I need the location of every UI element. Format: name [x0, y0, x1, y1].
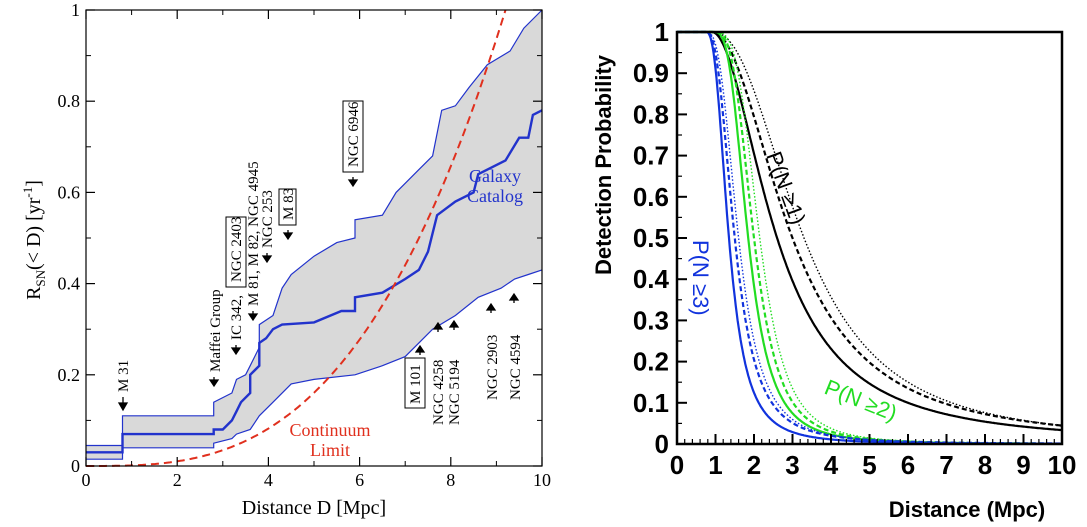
left-x-tick-label: 2 [173, 470, 182, 490]
right-plot-frame [675, 30, 1064, 446]
detection-curve-3-dotted [677, 31, 1062, 445]
right-y-tick-label: 0 [655, 429, 669, 459]
left-y-tick-label: 0.2 [58, 365, 81, 385]
continuum-limit-label-line1: Continuum [289, 420, 370, 440]
continuum-limit-line [86, 9, 507, 467]
left-y-tick-label: 0.4 [58, 274, 81, 294]
label-p-n-ge-3: P(N ≥3) [688, 240, 713, 316]
label-p-n-ge-1: P(N ≥1) [761, 148, 810, 228]
annotation-m31: M 31 [116, 360, 132, 392]
detection-curve-2-dashed [677, 30, 1062, 445]
left-x-axis-label: Distance D [Mpc] [242, 497, 386, 519]
right-y-tick-label: 0.3 [633, 305, 669, 335]
right-x-tick-label: 2 [747, 450, 761, 480]
annotation-m81-m82-ngc4945: M 81, M 82, NGC 4945 [246, 161, 262, 306]
annotation-ngc2403-box [225, 216, 247, 288]
right-y-tick-label: 0.9 [633, 58, 669, 88]
right-chart: 0 1 2 3 4 5 6 7 8 9 1000.10.20.30.40.50.60.70.80.9… [591, 17, 1076, 522]
right-x-tick-label: 0 [670, 450, 684, 480]
right-y-axis-label: Detection Probability [591, 54, 616, 275]
right-y-tick-label: 0.8 [633, 99, 669, 129]
right-x-tick-label: 3 [785, 450, 799, 480]
annotation-ngc5194: NGC 5194 [447, 359, 463, 425]
detection-curve-2-solid [677, 30, 1062, 445]
left-y-axis-label: RSN(< D) [yr-1] [20, 180, 48, 300]
annotation-arrows [117, 177, 520, 412]
left-x-tick-label: 10 [533, 470, 551, 490]
annotation-ngc6946-box [342, 100, 364, 173]
right-y-tick-label: 0.1 [633, 388, 669, 418]
right-axis-ticks: 0 1 2 3 4 5 6 7 8 9 1000.10.20.30.40.50.60.70.80.9… [633, 17, 1077, 480]
right-y-tick-label: 0.6 [633, 182, 669, 212]
right-x-tick-label: 4 [824, 450, 839, 480]
right-x-tick-label: 5 [862, 450, 876, 480]
annotation-maffei-group: Maffei Group [208, 289, 224, 372]
right-y-tick-label: 0.5 [633, 223, 669, 253]
left-y-tick-label: 0.8 [58, 91, 81, 111]
left-y-tick-label: 1 [71, 0, 80, 20]
right-x-tick-label: 6 [901, 450, 915, 480]
galaxy-catalog-upper-bound [86, 9, 543, 447]
right-y-tick-label: 0.2 [633, 347, 669, 377]
right-x-axis-label: Distance (Mpc) [889, 497, 1045, 522]
detection-curve-3-dashed [677, 30, 1062, 445]
annotation-ngc253: NGC 253 [260, 190, 276, 248]
right-x-tick-label: 10 [1048, 450, 1077, 480]
annotation-m83: M 83 [281, 188, 297, 220]
annotation-m101-box [404, 357, 426, 409]
left-x-tick-label: 0 [82, 470, 91, 490]
left-y-tick-label: 0.6 [58, 182, 81, 202]
detection-curve-2-dotted [677, 31, 1062, 445]
left-x-tick-label: 4 [264, 470, 273, 490]
galaxy-catalog-label-line2: Catalog [467, 186, 523, 206]
annotation-ngc4594: NGC 4594 [508, 334, 524, 400]
label-p-n-ge-2: P(N ≥2) [821, 374, 900, 426]
left-x-tick-label: 8 [446, 470, 455, 490]
galaxy-catalog-lower-bound [86, 269, 543, 460]
annotation-ic342: IC 342, [229, 295, 245, 340]
detection-probability-lines [677, 30, 1063, 445]
detection-curve-1-dotted [677, 31, 1063, 427]
detection-curve-1-solid [677, 30, 1063, 432]
detection-curve-3-solid [677, 30, 1062, 445]
annotation-ngc2903: NGC 2903 [485, 335, 501, 400]
right-x-tick-label: 7 [939, 450, 953, 480]
annotation-m83-box [278, 188, 297, 226]
left-chart: 0 2 4 6 8 10 0 0.2 0.4 0.6 0.8 1 Distance D [Mpc] R… [20, 0, 551, 519]
detection-curve-1-dashed [677, 30, 1063, 427]
right-x-tick-label: 1 [708, 450, 722, 480]
annotation-ngc2403: NGC 2403 [229, 217, 245, 282]
right-y-tick-label: 0.7 [633, 141, 669, 171]
left-axis-ticks: 0 2 4 6 8 10 0 0.2 0.4 0.6 0.8 1 [58, 0, 552, 490]
right-y-tick-label: 0.4 [633, 264, 670, 294]
left-x-tick-label: 6 [355, 470, 364, 490]
left-y-tick-label: 0 [71, 456, 80, 476]
galaxy-catalog-uncertainty-band [86, 10, 542, 460]
galaxy-catalog-line [86, 109, 543, 454]
galaxy-catalog-label-line1: Galaxy [469, 166, 521, 186]
continuum-limit-label-line2: Limit [310, 440, 350, 460]
right-y-tick-label: 1 [655, 17, 669, 47]
annotation-ngc6946: NGC 6946 [346, 101, 362, 167]
annotation-m101: M 101 [408, 364, 424, 404]
right-x-tick-label: 8 [978, 450, 992, 480]
right-x-tick-label: 9 [1016, 450, 1030, 480]
annotation-ngc4258: NGC 4258 [431, 360, 447, 425]
